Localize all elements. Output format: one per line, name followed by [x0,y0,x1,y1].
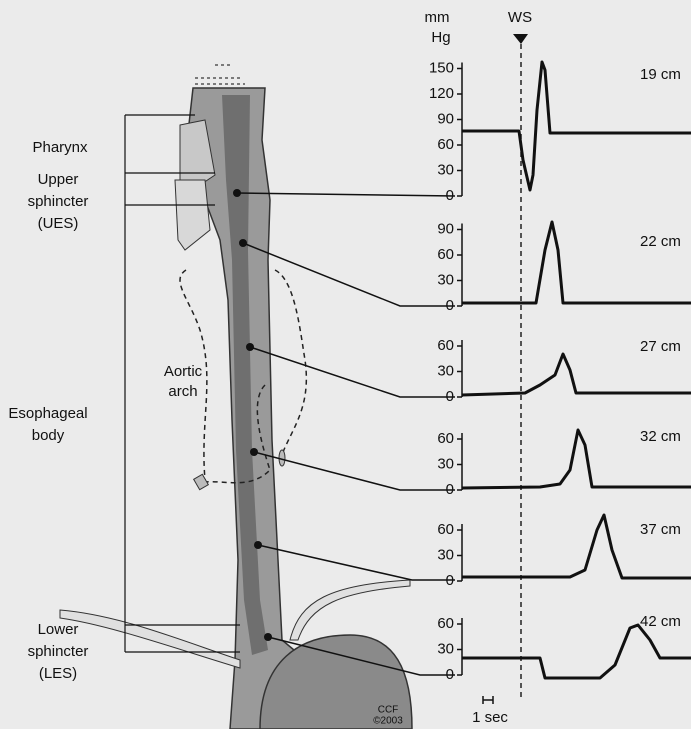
les-label: sphincter [28,643,89,660]
y-tick-label: 0 [446,388,454,405]
aortic-label: arch [168,383,197,400]
time-scale-label: 1 sec [472,709,508,726]
y-tick-label: 30 [437,546,454,563]
y-tick-label: 120 [429,85,454,102]
depth-label: 22 cm [640,233,681,250]
y-tick-label: 30 [437,640,454,657]
y-tick-label: 0 [446,187,454,204]
ues-label: sphincter [28,193,89,210]
y-tick-label: 90 [437,220,454,237]
pharynx-label: Pharynx [32,139,88,156]
y-tick-label: 60 [437,521,454,538]
y-tick-label: 150 [429,59,454,76]
y-tick-label: 0 [446,572,454,589]
ues-label: (UES) [38,215,79,232]
y-tick-label: 60 [437,430,454,447]
depth-label: 32 cm [640,428,681,445]
body-label: Esophageal [8,405,87,422]
y-tick-label: 60 [437,615,454,632]
y-tick-label: 30 [437,362,454,379]
aortic-label: Aortic [164,363,203,380]
body-label: body [32,427,65,444]
y-tick-label: 0 [446,297,454,314]
y-tick-label: 60 [437,337,454,354]
diagram: Pharynx Upper sphincter (UES) Aortic arc… [0,0,691,729]
les-label: (LES) [39,665,77,682]
y-tick-label: 0 [446,481,454,498]
y-tick-label: 0 [446,666,454,683]
y-tick-label: 30 [437,271,454,288]
credit: CCF [378,705,399,716]
depth-label: 27 cm [640,338,681,355]
depth-label: 42 cm [640,613,681,630]
y-tick-label: 60 [437,136,454,153]
credit: ©2003 [373,716,403,727]
y-tick-label: 30 [437,455,454,472]
depth-label: 19 cm [640,66,681,83]
depth-label: 37 cm [640,521,681,538]
les-label: Lower [38,621,79,638]
ues-label: Upper [38,171,79,188]
unit-label: Hg [431,29,450,46]
y-tick-label: 90 [437,110,454,127]
ws-label: WS [508,9,532,26]
y-tick-label: 30 [437,161,454,178]
unit-label: mm [425,9,450,26]
y-tick-label: 60 [437,246,454,263]
